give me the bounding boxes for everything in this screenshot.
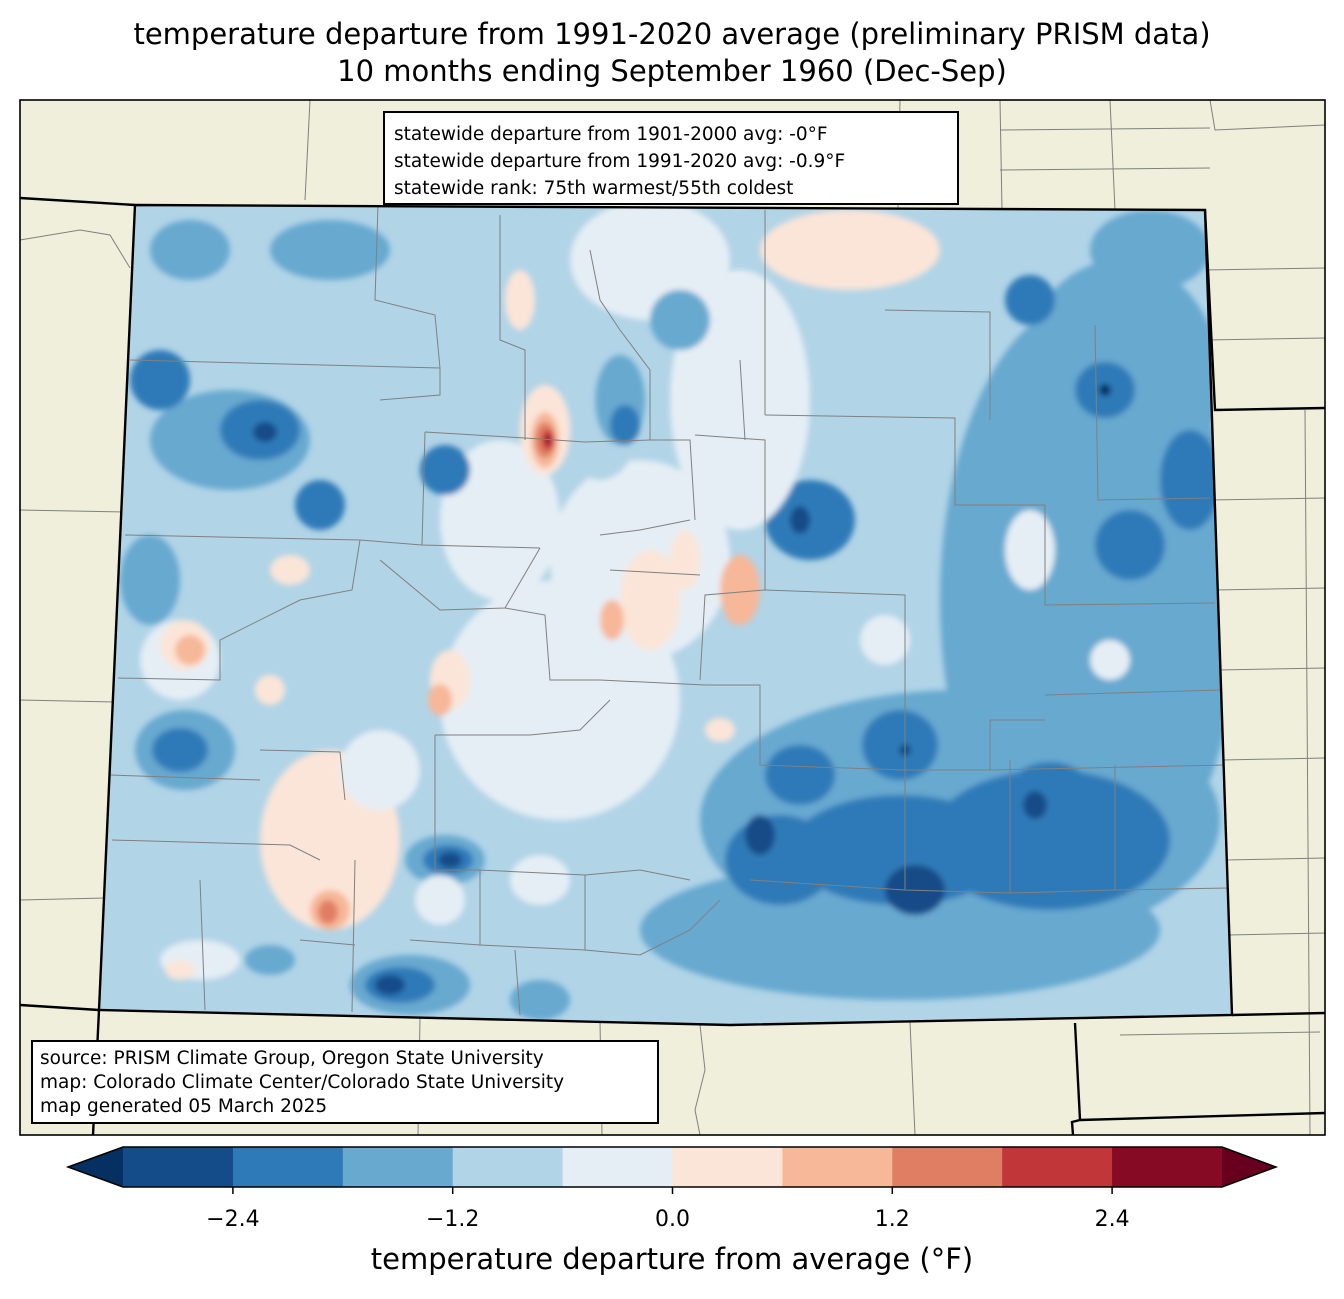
temperature-region	[725, 815, 835, 905]
colorbar-extend-high	[1222, 1147, 1276, 1187]
colorbar-tick-label: 0.0	[655, 1207, 690, 1232]
colorbar-swatch	[1112, 1147, 1223, 1187]
colorbar-swatch	[562, 1147, 673, 1187]
temperature-region	[790, 795, 1010, 905]
temperature-region	[570, 205, 730, 320]
colorado-county-lines	[109, 205, 1231, 1016]
stats-departure-1991-2020: statewide departure from 1991-2020 avg: …	[394, 151, 846, 172]
temperature-region	[130, 350, 190, 410]
temperature-region	[438, 852, 462, 868]
colorbar-tick-label: −1.2	[425, 1207, 480, 1232]
colorbar-swatch	[342, 1147, 454, 1187]
temperature-region	[510, 855, 570, 905]
colorbar-swatch	[672, 1147, 783, 1187]
temperature-region	[440, 580, 680, 820]
temperature-region	[860, 615, 910, 665]
temperature-region	[318, 900, 338, 924]
temperature-region	[862, 710, 938, 780]
colorbar-label: temperature departure from average (°F)	[370, 1242, 974, 1276]
temperature-region	[790, 506, 810, 534]
colorbar-tick-label: 1.2	[874, 1207, 910, 1232]
temperature-region	[255, 675, 285, 705]
temperature-region	[375, 975, 405, 995]
temperature-region	[295, 480, 345, 530]
temperature-region	[152, 728, 208, 772]
temperature-region	[165, 960, 195, 980]
colorbar-tick-label: 2.4	[1094, 1207, 1130, 1232]
colorbar-tick-label: −2.4	[206, 1207, 260, 1232]
colorbar	[65, 1146, 1279, 1194]
temperature-region	[510, 980, 570, 1020]
map-frame-border	[19, 99, 1326, 1136]
source-generated-date: map generated 05 March 2025	[40, 1096, 328, 1117]
temperature-region	[1005, 275, 1055, 325]
colorbar-swatch	[892, 1147, 1003, 1187]
temperature-region	[505, 270, 535, 330]
temperature-region	[1090, 640, 1130, 680]
temperature-region	[1160, 430, 1220, 530]
temperature-region	[428, 684, 452, 716]
colorbar-outline	[65, 1146, 1279, 1188]
temperature-region	[1099, 384, 1111, 396]
temperature-region	[725, 596, 745, 624]
temperature-region	[245, 945, 295, 975]
colorado-temperature-field	[99, 205, 1232, 1025]
colorbar-swatch	[232, 1147, 344, 1187]
temperature-region	[1090, 210, 1210, 290]
temperature-region	[705, 718, 735, 742]
statewide-stats-box: statewide departure from 1901-2000 avg: …	[383, 111, 959, 205]
colorbar-swatch	[452, 1147, 564, 1187]
colorbar-swatch	[123, 1147, 234, 1187]
temperature-region	[340, 730, 420, 810]
temperature-region	[420, 445, 470, 495]
temperature-region	[253, 422, 277, 442]
temperature-region	[1005, 510, 1055, 590]
temperature-region	[1023, 791, 1047, 819]
map-title: temperature departure from 1991-2020 ave…	[133, 17, 1211, 51]
temperature-region	[610, 405, 640, 445]
stats-departure-1901-2000: statewide departure from 1901-2000 avg: …	[394, 124, 828, 145]
source-box: source: PRISM Climate Group, Oregon Stat…	[31, 1040, 659, 1124]
temperature-region	[270, 555, 310, 585]
source-prism: source: PRISM Climate Group, Oregon Stat…	[40, 1048, 544, 1069]
temperature-region	[1010, 762, 1090, 818]
colorbar-swatch	[782, 1147, 893, 1187]
temperature-region	[620, 550, 680, 650]
temperature-region	[440, 440, 560, 600]
temperature-region	[120, 535, 180, 625]
temperature-region	[670, 530, 700, 590]
temperature-region	[270, 220, 390, 280]
temperature-region	[415, 875, 465, 925]
temperature-region	[150, 220, 230, 280]
temperature-region	[175, 635, 205, 665]
temperature-region	[600, 600, 624, 640]
temperature-region	[765, 745, 835, 805]
temperature-region	[650, 290, 710, 350]
temperature-region	[745, 815, 775, 855]
colorbar-swatch	[1002, 1147, 1113, 1187]
colorbar-extend-low	[68, 1147, 123, 1187]
colorado-state-border	[97, 203, 1234, 1027]
source-map-credit: map: Colorado Climate Center/Colorado St…	[40, 1072, 565, 1093]
stats-rank: statewide rank: 75th warmest/55th coldes…	[394, 178, 794, 199]
map-subtitle: 10 months ending September 1960 (Dec-Sep…	[337, 54, 1007, 88]
temperature-region	[760, 210, 940, 290]
temperature-region	[1095, 510, 1165, 580]
